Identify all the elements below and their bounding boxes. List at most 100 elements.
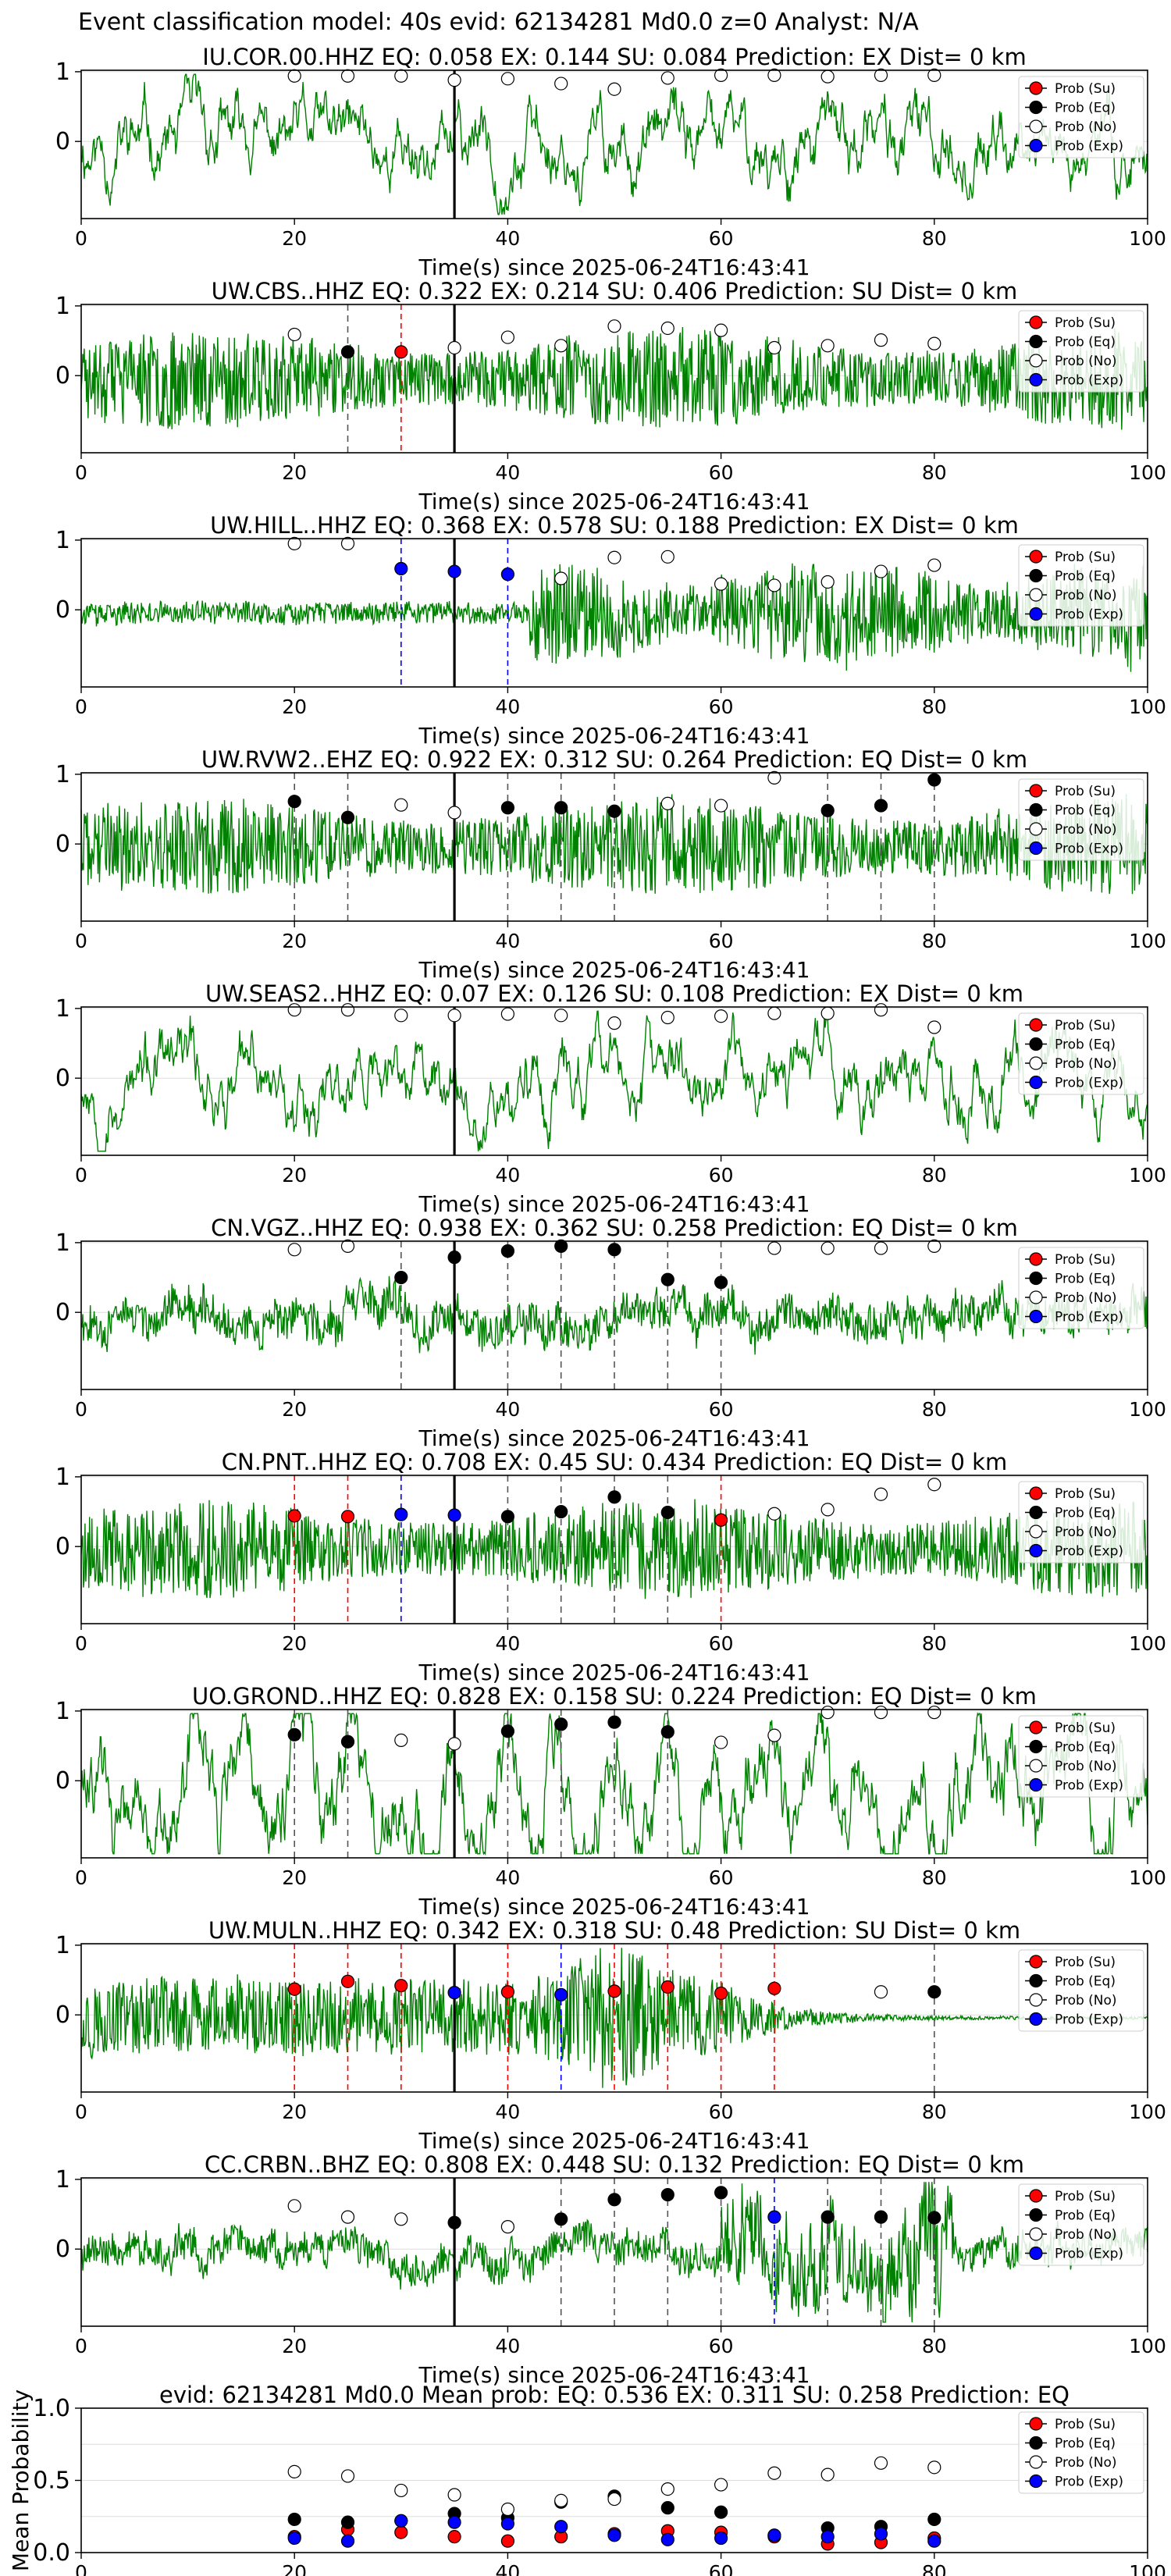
- x-tick-label: 60: [709, 227, 734, 250]
- station-panel: CN.VGZ..HHZ EQ: 0.938 EX: 0.362 SU: 0.25…: [55, 1215, 1166, 1451]
- legend-label-no: Prob (No): [1055, 2455, 1117, 2471]
- legend-label-su: Prob (Su): [1055, 2417, 1116, 2432]
- prob-marker-no: [927, 336, 941, 350]
- x-tick-label: 80: [922, 1164, 947, 1187]
- legend-box: [1018, 310, 1144, 393]
- x-tick-label: 100: [1129, 1866, 1166, 1889]
- prob-marker-no: [874, 1003, 888, 1017]
- prob-marker-no: [820, 339, 835, 353]
- legend-label-exp: Prob (Exp): [1055, 607, 1123, 623]
- legend-label-eq: Prob (Eq): [1055, 803, 1116, 819]
- x-tick-label: 0: [75, 2335, 87, 2357]
- legend-marker-exp: [1029, 1075, 1043, 1090]
- prob-marker-no: [394, 2212, 408, 2226]
- x-tick-label: 80: [922, 227, 947, 250]
- prob-marker-no: [554, 571, 568, 585]
- x-tick-label: 20: [282, 2335, 307, 2357]
- y-tick-label: 1: [55, 761, 70, 788]
- y-tick-label: 0.0: [33, 2539, 70, 2567]
- y-tick-label: 0: [55, 2236, 70, 2263]
- x-tick-label: 20: [282, 2101, 307, 2123]
- axes-frame: [80, 1943, 1148, 2093]
- x-tick-label: 0: [75, 461, 87, 484]
- x-axis-label: Time(s) since 2025-06-24T16:43:41: [418, 1425, 810, 1451]
- legend-marker-no: [1029, 2227, 1043, 2241]
- mean-prob-marker-exp: [660, 2532, 674, 2546]
- legend: Prob (Su) Prob (Eq) Prob (No) Prob (Exp): [1018, 310, 1144, 393]
- legend-box: [1018, 1247, 1144, 1329]
- prob-marker-no: [340, 1003, 355, 1017]
- legend-marker-su: [1029, 2189, 1043, 2203]
- y-tick-label: 0: [55, 362, 70, 390]
- x-tick-label: 0: [75, 1632, 87, 1655]
- legend-label-exp: Prob (Exp): [1055, 1310, 1123, 1325]
- axes-frame: [80, 2177, 1148, 2327]
- prob-marker-eq: [500, 1244, 515, 1258]
- prob-marker-eq: [927, 1985, 941, 1999]
- y-tick-label: 1: [55, 1229, 70, 1257]
- legend-marker-eq: [1029, 1505, 1043, 1520]
- prob-marker-exp: [447, 1508, 461, 1522]
- prob-marker-no: [767, 578, 781, 592]
- mean-prob-marker-exp: [927, 2534, 941, 2548]
- x-tick-label: 100: [1129, 2561, 1166, 2576]
- prob-marker-eq: [927, 2211, 941, 2225]
- prob-marker-eq: [607, 2193, 621, 2207]
- y-tick-label: 0: [55, 831, 70, 858]
- x-tick-label: 20: [282, 930, 307, 952]
- x-tick-label: 100: [1129, 2335, 1166, 2357]
- legend-label-no: Prob (No): [1055, 1290, 1117, 1306]
- prob-marker-su: [340, 1510, 355, 1524]
- prob-marker-no: [500, 2220, 515, 2234]
- y-tick-label: 1: [55, 2166, 70, 2194]
- legend-marker-no: [1029, 354, 1043, 368]
- legend: Prob (Su) Prob (Eq) Prob (No) Prob (Exp): [1018, 1012, 1144, 1095]
- prob-marker-no: [287, 327, 301, 342]
- y-tick-label: 1: [55, 995, 70, 1023]
- prob-marker-exp: [767, 2210, 781, 2224]
- prob-marker-eq: [447, 1251, 461, 1265]
- x-tick-label: 0: [75, 227, 87, 250]
- x-axis-label: Time(s) since 2025-06-24T16:43:41: [418, 2128, 810, 2154]
- legend-label-no: Prob (No): [1055, 1525, 1117, 1540]
- x-tick-label: 80: [922, 2561, 947, 2576]
- prob-marker-eq: [554, 1504, 568, 1519]
- axes-frame: [80, 1006, 1148, 1156]
- legend-label-exp: Prob (Exp): [1055, 2475, 1123, 2490]
- station-panel: UW.RVW2..EHZ EQ: 0.922 EX: 0.312 SU: 0.2…: [55, 746, 1166, 983]
- legend-marker-eq: [1029, 1739, 1043, 1754]
- prob-marker-su: [714, 1513, 728, 1527]
- prob-marker-no: [660, 1010, 674, 1025]
- x-tick-label: 40: [495, 1632, 520, 1655]
- x-tick-label: 0: [75, 1398, 87, 1421]
- panel-title: IU.COR.00.HHZ EQ: 0.058 EX: 0.144 SU: 0.…: [202, 44, 1026, 70]
- legend-marker-no: [1029, 1759, 1043, 1773]
- x-tick-label: 40: [495, 227, 520, 250]
- legend-label-su: Prob (Su): [1055, 1252, 1116, 1268]
- prob-marker-no: [927, 68, 941, 82]
- legend: Prob (Su) Prob (Eq) Prob (No) Prob (Exp): [1018, 2411, 1144, 2494]
- prob-marker-eq: [660, 1505, 674, 1520]
- x-tick-label: 40: [495, 1398, 520, 1421]
- legend-label-no: Prob (No): [1055, 2227, 1117, 2243]
- mean-prob-marker-exp: [554, 2520, 568, 2534]
- x-tick-label: 60: [709, 1866, 734, 1889]
- legend-marker-eq: [1029, 1973, 1043, 1988]
- prob-marker-exp: [394, 1507, 408, 1521]
- prob-marker-no: [607, 1016, 621, 1030]
- prob-marker-no: [820, 69, 835, 84]
- legend-label-no: Prob (No): [1055, 1993, 1117, 2008]
- mean-prob-marker-no: [554, 2493, 568, 2507]
- prob-marker-no: [340, 69, 355, 83]
- legend-marker-exp: [1029, 1543, 1043, 1558]
- prob-marker-no: [767, 1507, 781, 1521]
- prob-marker-eq: [874, 799, 888, 813]
- prob-marker-su: [394, 1979, 408, 1993]
- x-tick-label: 0: [75, 2561, 87, 2576]
- prob-marker-no: [714, 323, 728, 337]
- x-tick-label: 80: [922, 461, 947, 484]
- x-tick-label: 100: [1129, 1164, 1166, 1187]
- x-tick-label: 20: [282, 1164, 307, 1187]
- legend-box: [1018, 1481, 1144, 1564]
- prob-marker-no: [714, 68, 728, 82]
